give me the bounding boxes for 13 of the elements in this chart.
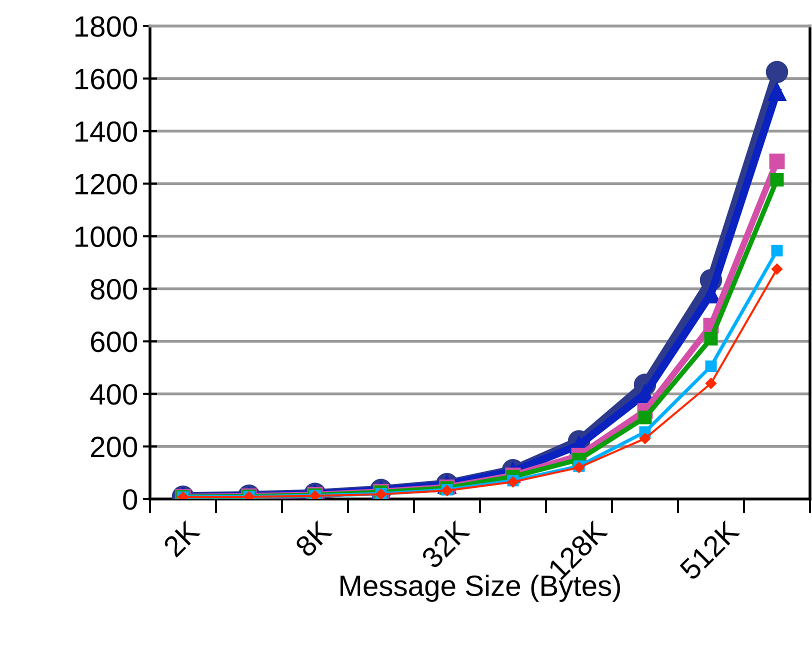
x-tick-label: 2K bbox=[162, 519, 201, 558]
y-tick-label: 200 bbox=[91, 436, 138, 458]
y-tick-label: 600 bbox=[91, 332, 138, 352]
y-tick-label: 1600 bbox=[76, 68, 138, 90]
y-tick-label: 1400 bbox=[76, 121, 138, 142]
y-tick-label: 1200 bbox=[76, 174, 138, 195]
x-tick-label: 32K bbox=[420, 519, 471, 570]
x-tick-label: 8K bbox=[294, 519, 333, 558]
y-tick-label: 800 bbox=[90, 278, 138, 300]
y-tick-label: 0 bbox=[123, 489, 138, 510]
y-tick-label: 1800 bbox=[76, 16, 138, 37]
y-tick-label: 400 bbox=[90, 384, 138, 405]
y-tick-label: 1000 bbox=[76, 226, 138, 248]
